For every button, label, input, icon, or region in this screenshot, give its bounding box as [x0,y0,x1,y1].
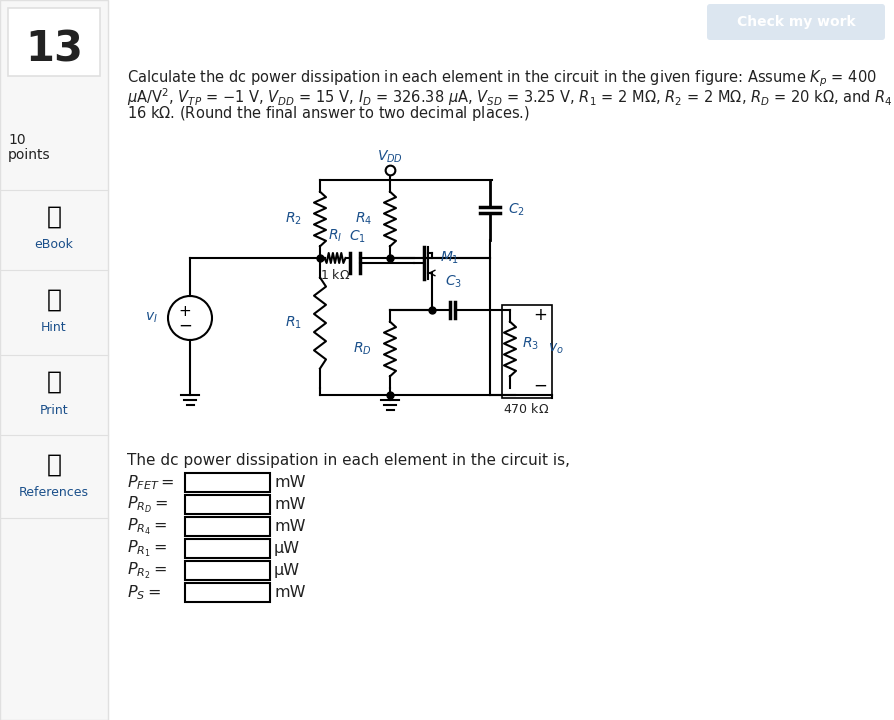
Text: $P_{FET}=$: $P_{FET}=$ [127,473,174,492]
Text: $R_I$: $R_I$ [328,228,342,244]
Text: $P_{R_D}=$: $P_{R_D}=$ [127,494,168,515]
Text: $v_I$: $v_I$ [145,311,158,325]
Text: 470 k$\Omega$: 470 k$\Omega$ [503,402,549,416]
Bar [185,561,270,580]
Text: $C_2$: $C_2$ [508,202,525,218]
Text: Calculate the dc power dissipation in each element in the circuit in the given f: Calculate the dc power dissipation in ea… [127,68,877,89]
Text: −: − [178,317,192,335]
Text: $P_{R_1}=$: $P_{R_1}=$ [127,539,167,559]
Text: +: + [533,306,547,324]
Text: 13: 13 [25,29,83,71]
Text: 1 k$\Omega$: 1 k$\Omega$ [320,268,350,282]
Bar [0,0,108,720]
Text: The dc power dissipation in each element in the circuit is,: The dc power dissipation in each element… [127,453,570,468]
Text: $V_{DD}$: $V_{DD}$ [377,148,403,165]
Text: Check my work: Check my work [737,15,856,29]
Text: $\mu$A/V$^2$, $V_{TP}$ = $-$1 V, $V_{DD}$ = 15 V, $I_D$ = 326.38 $\mu$A, $V_{SD}: $\mu$A/V$^2$, $V_{TP}$ = $-$1 V, $V_{DD}… [127,86,894,108]
Text: 🖨: 🖨 [46,370,62,394]
Text: $R_1$: $R_1$ [285,315,302,331]
Bar [502,305,552,398]
Text: $P_{R_4}=$: $P_{R_4}=$ [127,516,167,537]
Text: $C_3$: $C_3$ [445,274,462,290]
Text: $M_1$: $M_1$ [440,250,460,266]
Bar [185,539,270,558]
Text: mW: mW [274,475,306,490]
Bar [185,517,270,536]
FancyBboxPatch shape [707,4,885,40]
Text: Print: Print [39,403,68,416]
Text: −: − [533,377,547,395]
Text: eBook: eBook [35,238,73,251]
Text: $C_1$: $C_1$ [349,229,366,245]
Text: +: + [179,304,191,318]
Bar [185,495,270,514]
Text: $v_o$: $v_o$ [548,342,564,356]
Bar [185,583,270,602]
Text: $R_D$: $R_D$ [353,341,372,357]
Text: $R_2$: $R_2$ [285,211,302,228]
Text: $R_4$: $R_4$ [355,211,372,228]
Text: mW: mW [274,519,306,534]
Text: μW: μW [274,541,300,556]
Text: $P_{R_2}=$: $P_{R_2}=$ [127,560,167,581]
Text: 📋: 📋 [46,452,62,477]
Text: μW: μW [274,563,300,578]
Text: 🎯: 🎯 [46,287,62,312]
Text: mW: mW [274,585,306,600]
Text: 16 k$\Omega$. (Round the final answer to two decimal places.): 16 k$\Omega$. (Round the final answer to… [127,104,530,123]
Text: 10: 10 [8,133,26,147]
Bar [185,473,270,492]
Text: Hint: Hint [41,321,67,334]
Text: 📘: 📘 [46,205,62,229]
Text: points: points [8,148,51,162]
Text: mW: mW [274,497,306,512]
Text: $R_3$: $R_3$ [522,336,539,352]
Text: References: References [19,486,89,499]
Text: $P_S=$: $P_S=$ [127,583,161,602]
Bar [8,8,100,76]
